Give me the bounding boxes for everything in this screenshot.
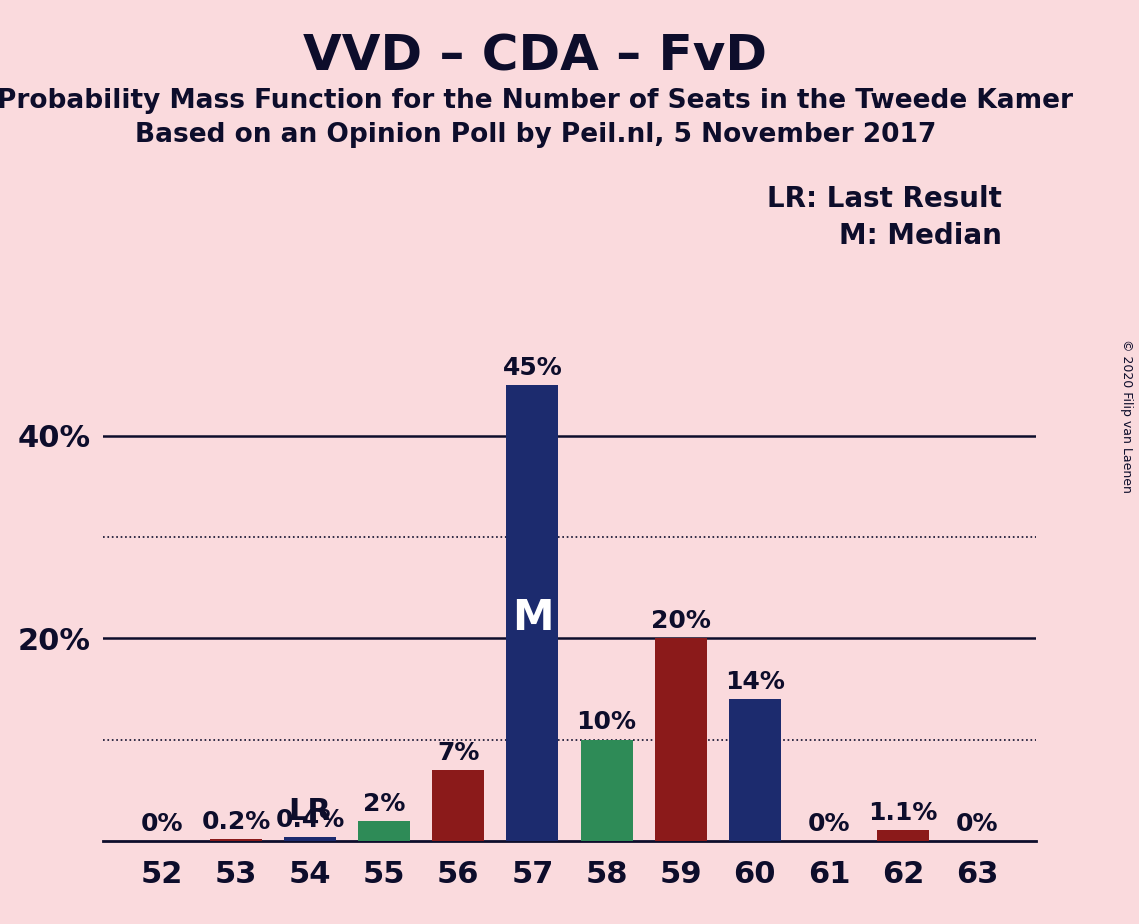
Text: 10%: 10%	[576, 711, 637, 735]
Text: Probability Mass Function for the Number of Seats in the Tweede Kamer: Probability Mass Function for the Number…	[0, 88, 1073, 114]
Text: 0.4%: 0.4%	[276, 808, 345, 832]
Text: M: M	[511, 597, 554, 639]
Text: 0%: 0%	[140, 812, 183, 836]
Bar	[877, 830, 929, 841]
Bar	[581, 739, 632, 841]
Bar	[359, 821, 410, 841]
Text: Based on an Opinion Poll by Peil.nl, 5 November 2017: Based on an Opinion Poll by Peil.nl, 5 N…	[134, 122, 936, 148]
Text: 0%: 0%	[956, 812, 999, 836]
Bar	[433, 770, 484, 841]
Text: 2%: 2%	[363, 792, 405, 816]
Bar	[284, 837, 336, 841]
Text: 7%: 7%	[437, 741, 480, 765]
Text: 1.1%: 1.1%	[868, 800, 937, 824]
Text: 14%: 14%	[724, 670, 785, 694]
Text: © 2020 Filip van Laenen: © 2020 Filip van Laenen	[1121, 339, 1133, 492]
Bar	[210, 839, 262, 841]
Text: 20%: 20%	[650, 609, 711, 633]
Text: 45%: 45%	[502, 356, 563, 380]
Bar	[655, 638, 706, 841]
Text: LR: LR	[288, 796, 331, 826]
Text: 0%: 0%	[808, 812, 850, 836]
Bar	[729, 699, 780, 841]
Text: VVD – CDA – FvD: VVD – CDA – FvD	[303, 32, 768, 80]
Text: M: Median: M: Median	[839, 222, 1002, 249]
Bar	[507, 385, 558, 841]
Text: LR: Last Result: LR: Last Result	[768, 185, 1002, 213]
Text: 0.2%: 0.2%	[202, 809, 271, 833]
